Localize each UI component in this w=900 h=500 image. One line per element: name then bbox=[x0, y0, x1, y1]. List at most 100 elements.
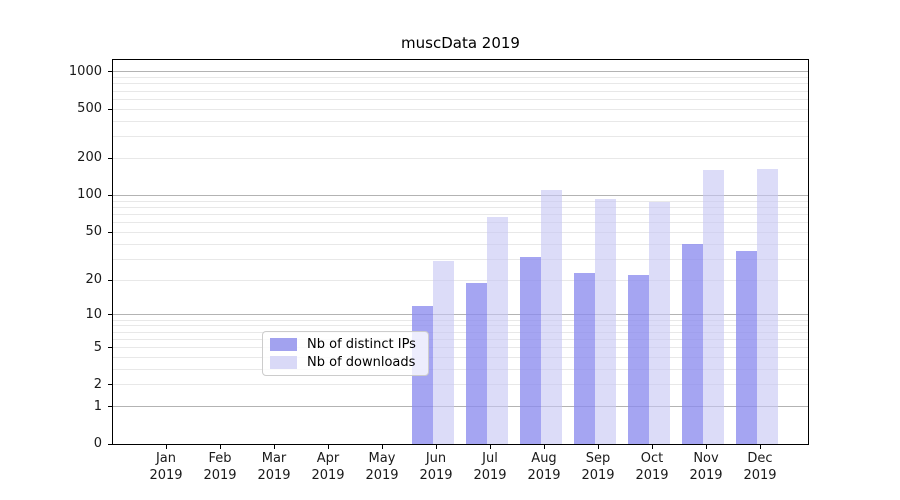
x-tick-mark bbox=[543, 445, 545, 449]
bar-downloads-oct bbox=[649, 202, 670, 444]
y-tick-label: 0 bbox=[93, 436, 102, 451]
bar-distinct_ips-nov bbox=[682, 244, 703, 444]
y-tick-label: 1000 bbox=[68, 63, 102, 79]
x-tick-month: Jun bbox=[425, 451, 447, 466]
y-tick-mark bbox=[108, 108, 112, 110]
x-tick-month: Dec bbox=[747, 451, 773, 466]
y-tick-mark bbox=[108, 157, 112, 159]
y-tick-mark bbox=[108, 279, 112, 281]
y-tick-mark bbox=[108, 231, 112, 233]
gridline-minor bbox=[113, 222, 808, 224]
gridline-minor bbox=[113, 157, 808, 159]
x-tick-mark bbox=[651, 445, 653, 449]
bar-downloads-aug bbox=[541, 190, 562, 444]
y-tick-label: 200 bbox=[77, 150, 102, 166]
gridline-minor bbox=[113, 384, 808, 386]
gridline-minor bbox=[113, 325, 808, 327]
gridline-minor bbox=[113, 347, 808, 348]
x-tick-mark bbox=[327, 445, 329, 449]
x-tick-mark bbox=[489, 445, 491, 449]
x-tick-month: Oct bbox=[640, 451, 664, 466]
legend-swatch bbox=[270, 356, 297, 370]
bar-downloads-dec bbox=[757, 168, 778, 444]
x-tick-month: Jul bbox=[482, 451, 498, 466]
y-tick-mark bbox=[108, 71, 112, 73]
x-tick-year: 2019 bbox=[689, 468, 723, 483]
bar-distinct_ips-jul bbox=[466, 282, 487, 444]
gridline-minor bbox=[113, 213, 808, 215]
x-tick-label: Feb 2019 bbox=[193, 450, 247, 484]
x-tick-mark bbox=[435, 445, 437, 449]
x-tick-month: May bbox=[368, 451, 396, 466]
legend-item: Nb of distinct IPs bbox=[270, 337, 421, 352]
y-tick-mark bbox=[108, 406, 112, 408]
y-tick-mark bbox=[108, 314, 112, 316]
bar-downloads-jul bbox=[487, 216, 508, 444]
gridline-minor bbox=[113, 319, 808, 321]
x-tick-mark bbox=[273, 445, 275, 449]
gridline-minor bbox=[113, 83, 808, 85]
gridline-major bbox=[113, 194, 808, 196]
bar-distinct_ips-aug bbox=[520, 257, 541, 444]
gridline-minor bbox=[113, 77, 808, 79]
y-tick-mark bbox=[108, 443, 112, 445]
x-tick-label: Jun 2019 bbox=[409, 450, 463, 484]
y-tick-label: 1 bbox=[93, 398, 102, 414]
legend-item: Nb of downloads bbox=[270, 355, 421, 370]
gridline-major bbox=[113, 71, 808, 73]
x-tick-year: 2019 bbox=[743, 468, 777, 483]
x-tick-month: Feb bbox=[208, 451, 232, 466]
chart-title: muscData 2019 bbox=[401, 34, 520, 52]
plot-area bbox=[112, 59, 809, 445]
gridline-major bbox=[113, 406, 808, 408]
x-tick-mark bbox=[759, 445, 761, 449]
x-tick-label: Nov 2019 bbox=[679, 450, 733, 484]
y-tick-mark bbox=[108, 347, 112, 348]
x-tick-label: Aug 2019 bbox=[517, 450, 571, 484]
gridline-minor bbox=[113, 98, 808, 100]
legend-label: Nb of distinct IPs bbox=[307, 336, 416, 352]
gridline-minor bbox=[113, 90, 808, 92]
x-tick-label: Jul 2019 bbox=[463, 450, 517, 484]
gridline-minor bbox=[113, 258, 808, 260]
bar-distinct_ips-dec bbox=[736, 251, 757, 444]
x-tick-year: 2019 bbox=[203, 468, 237, 483]
x-tick-label: Sep 2019 bbox=[571, 450, 625, 484]
y-tick-label: 2 bbox=[93, 376, 102, 392]
gridline-major bbox=[113, 314, 808, 316]
x-tick-month: Apr bbox=[316, 451, 340, 466]
gridline-minor bbox=[113, 279, 808, 281]
x-tick-month: Jan bbox=[155, 451, 177, 466]
x-tick-year: 2019 bbox=[149, 468, 183, 483]
x-tick-year: 2019 bbox=[419, 468, 453, 483]
gridline-minor bbox=[113, 368, 808, 370]
gridline-minor bbox=[113, 231, 808, 233]
y-tick-label: 50 bbox=[85, 224, 102, 240]
gridline-minor bbox=[113, 120, 808, 122]
x-tick-label: Apr 2019 bbox=[301, 450, 355, 484]
gridline-minor bbox=[113, 338, 808, 340]
y-tick-mark bbox=[108, 384, 112, 386]
x-tick-label: Mar 2019 bbox=[247, 450, 301, 484]
x-tick-mark bbox=[705, 445, 707, 449]
bar-distinct_ips-sep bbox=[574, 272, 595, 444]
legend-label: Nb of downloads bbox=[307, 355, 416, 371]
gridline-minor bbox=[113, 136, 808, 138]
x-tick-mark bbox=[219, 445, 221, 449]
x-tick-year: 2019 bbox=[581, 468, 615, 483]
x-tick-year: 2019 bbox=[635, 468, 669, 483]
gridline-minor bbox=[113, 200, 808, 202]
bar-distinct_ips-oct bbox=[628, 275, 649, 444]
x-tick-label: May 2019 bbox=[355, 450, 409, 484]
x-tick-year: 2019 bbox=[473, 468, 507, 483]
x-tick-label: Dec 2019 bbox=[733, 450, 787, 484]
legend-swatch bbox=[270, 337, 297, 351]
x-tick-year: 2019 bbox=[365, 468, 399, 483]
x-tick-mark bbox=[597, 445, 599, 449]
x-tick-month: Mar bbox=[261, 451, 287, 466]
legend: Nb of distinct IPs Nb of downloads bbox=[262, 331, 429, 376]
gridline-minor bbox=[113, 356, 808, 358]
bar-downloads-sep bbox=[595, 199, 616, 444]
bar-downloads-jun bbox=[433, 260, 454, 444]
